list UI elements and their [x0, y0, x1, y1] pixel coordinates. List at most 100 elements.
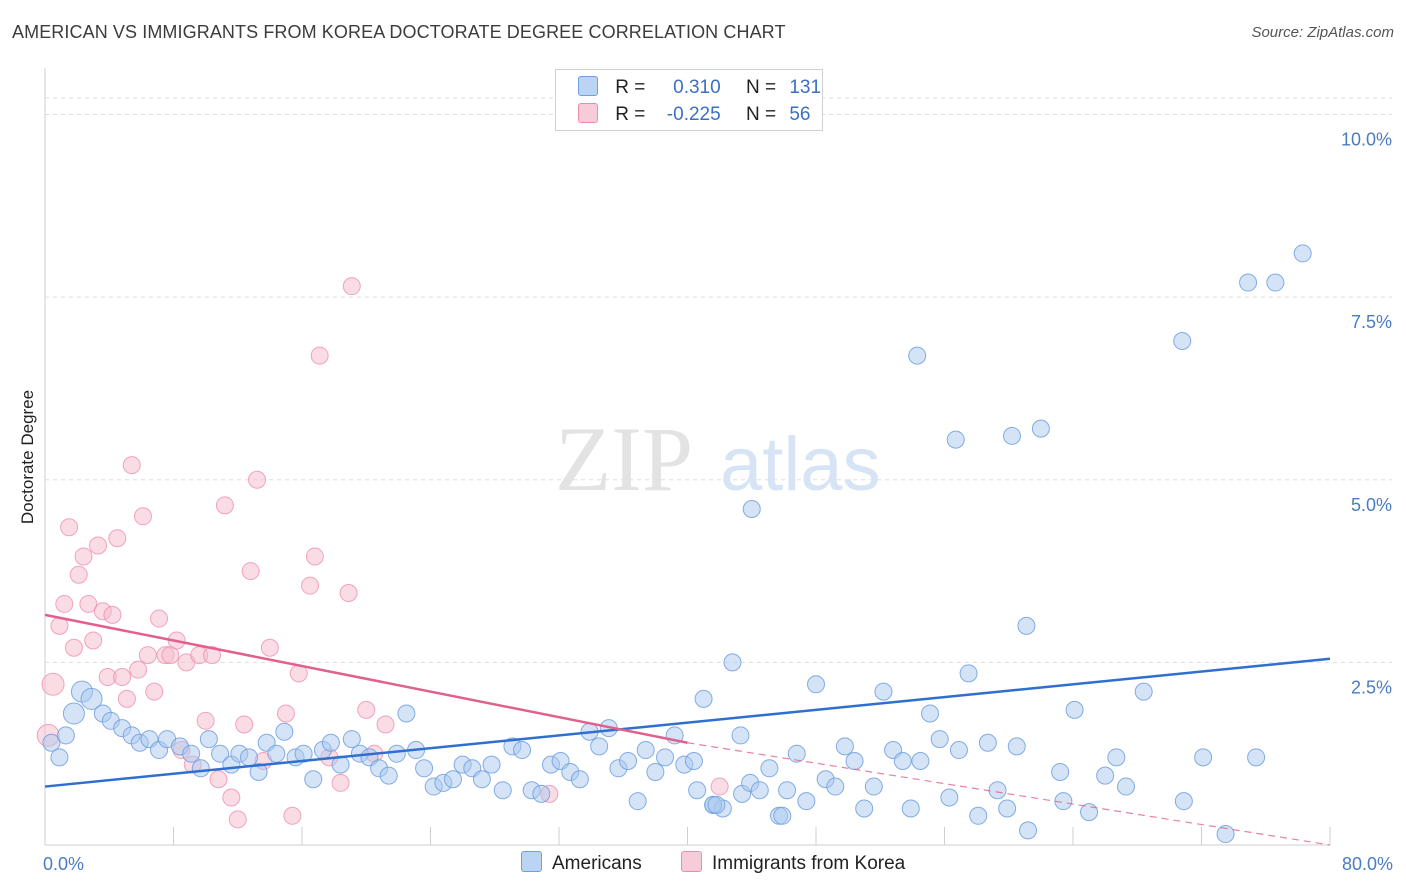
legend-swatch-korea [578, 103, 598, 123]
american-point [908, 346, 927, 365]
legend-swatch-americans [578, 76, 598, 96]
american-point [532, 784, 551, 803]
american-point [199, 730, 218, 749]
korea-point [79, 594, 98, 613]
legend-r-value: -0.225 [666, 104, 721, 125]
korea-point [122, 456, 141, 475]
american-point [707, 795, 726, 814]
y-tick-label: 2.5% [1351, 677, 1392, 697]
american-point [321, 733, 340, 752]
american-point [1007, 737, 1026, 756]
american-point [807, 675, 825, 694]
american-point [513, 741, 532, 760]
american-point [1293, 244, 1312, 263]
american-point [959, 664, 978, 683]
korea-point [235, 715, 254, 734]
american-point [1174, 792, 1193, 811]
korea-point [241, 562, 260, 581]
legend-swatch-americans [521, 851, 542, 872]
american-point [949, 741, 968, 760]
american-point [239, 748, 258, 767]
korea-point [60, 518, 79, 537]
korea-point [209, 770, 228, 789]
legend-n-label: N = [745, 104, 777, 125]
american-point [628, 792, 647, 811]
korea-point [89, 536, 108, 555]
american-point [415, 759, 434, 778]
legend-n-label: N = [745, 77, 777, 98]
watermark-zip: ZIP [555, 408, 693, 510]
american-point [978, 733, 997, 752]
korea-point [276, 704, 295, 723]
american-point [1017, 616, 1036, 635]
korea-point [222, 788, 241, 807]
korea-point [310, 346, 329, 365]
american-point [742, 499, 761, 518]
american-point [191, 759, 210, 778]
american-point [1002, 426, 1021, 445]
american-point [397, 704, 416, 723]
y-tick-label: 5.0% [1351, 495, 1392, 515]
korea-point [103, 605, 122, 624]
korea-point [41, 672, 65, 696]
chart-title: AMERICAN VS IMMIGRANTS FROM KOREA DOCTOR… [12, 22, 786, 42]
korea-point [196, 711, 215, 730]
american-point [493, 781, 512, 800]
watermark-atlas: atlas [720, 422, 881, 507]
korea-point [203, 646, 222, 665]
korea-point [305, 547, 324, 566]
american-point [845, 751, 864, 770]
korea-point [301, 576, 320, 595]
american-point [342, 730, 361, 749]
korea-point [150, 609, 169, 628]
korea-point [129, 660, 148, 679]
american-point [750, 781, 769, 800]
korea-point [113, 667, 132, 686]
americans-trend-line [44, 657, 1331, 788]
korea-point [228, 810, 247, 829]
korea-point [248, 470, 267, 489]
american-point [940, 788, 959, 807]
american-point [694, 689, 713, 708]
korea-point [117, 689, 136, 708]
korea-point [331, 773, 350, 792]
korea-point [74, 547, 93, 566]
american-point [1054, 792, 1073, 811]
tick-labels: 2.5% 5.0% 7.5% 10.0% 0.0% 80.0% [43, 130, 1393, 874]
legend-item-americans: Americans [521, 851, 642, 875]
stats-legend: R = 0.310 N = 131 R = -0.225 N = 56 [555, 69, 823, 131]
american-point [826, 777, 845, 796]
american-point [893, 751, 912, 770]
axes [44, 68, 1331, 846]
american-point [946, 430, 965, 449]
legend-swatch-korea [681, 851, 702, 872]
korea-point [64, 638, 83, 657]
american-point [773, 806, 792, 825]
american-point [275, 722, 294, 741]
legend-r-value: 0.310 [673, 77, 721, 98]
series-legend: Americans Immigrants from Korea [0, 851, 1406, 877]
american-point [835, 737, 854, 756]
american-point [921, 704, 940, 723]
american-point [874, 682, 893, 701]
american-point [1216, 825, 1235, 844]
legend-r-label: R = [615, 104, 646, 125]
y-axis-label: Doctorate Degree [18, 390, 37, 524]
american-point [1065, 700, 1084, 719]
american-point [864, 777, 883, 796]
american-point [590, 737, 609, 756]
american-point [294, 744, 313, 763]
korea-point [69, 565, 88, 584]
american-point [1117, 777, 1136, 796]
korea-trend-extension [687, 742, 1331, 846]
american-point [723, 653, 742, 672]
korea-point [339, 583, 358, 602]
american-point [797, 792, 816, 811]
american-point [570, 770, 589, 789]
american-point [969, 806, 988, 825]
american-point [688, 781, 707, 800]
american-point [1096, 766, 1115, 785]
american-point [656, 748, 675, 767]
american-points [42, 244, 1312, 844]
trend-lines [44, 613, 1331, 846]
